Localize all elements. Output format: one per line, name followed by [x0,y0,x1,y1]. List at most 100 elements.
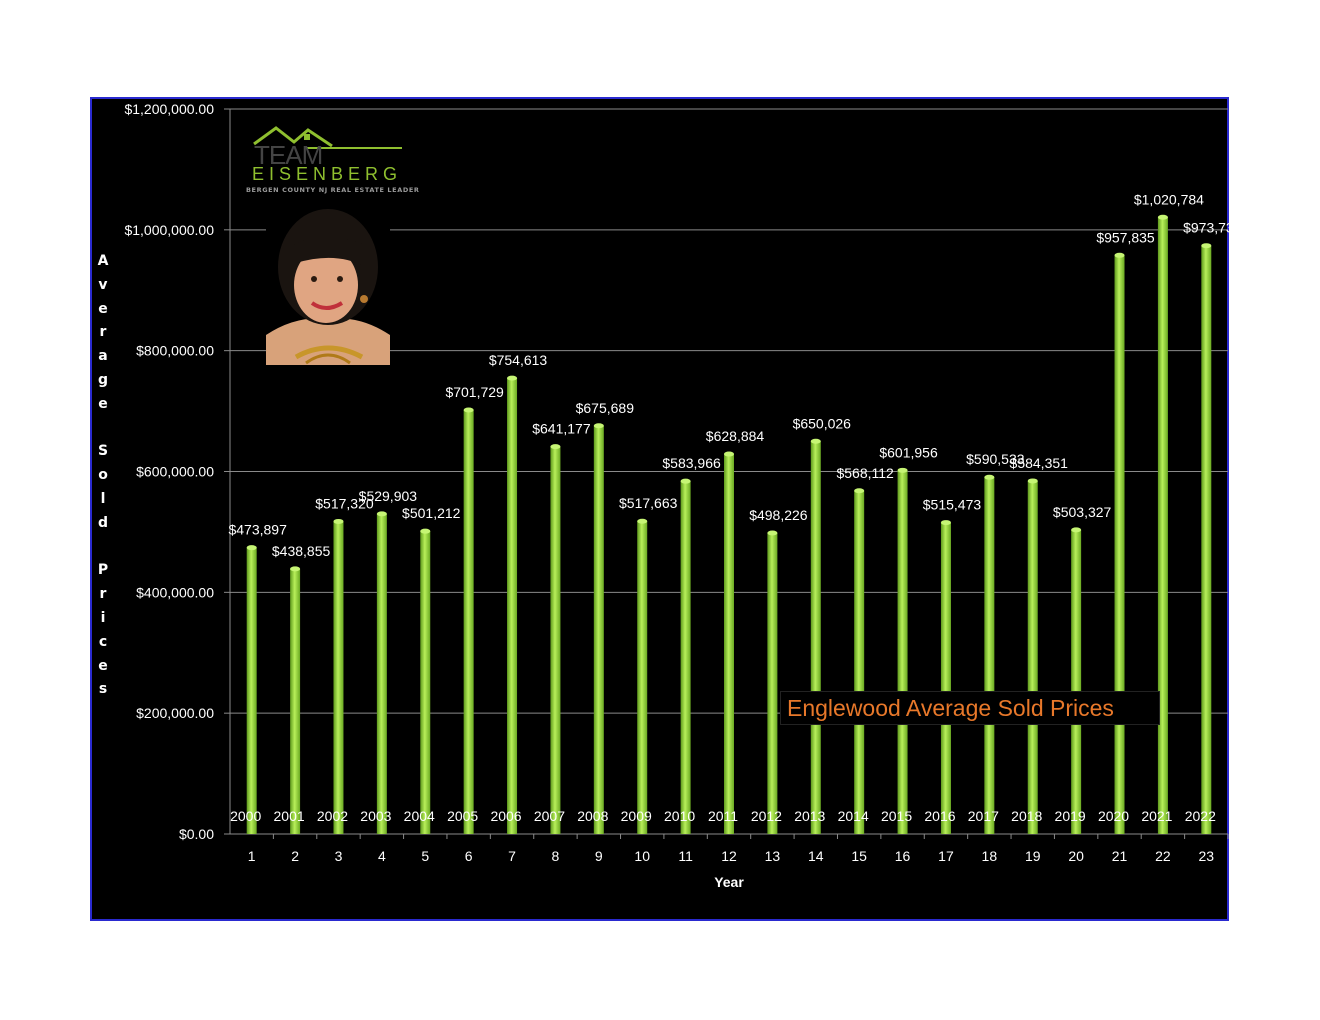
y-tick-label: $1,200,000.00 [124,101,214,117]
year-label: 2002 [317,808,348,824]
data-label: $754,613 [489,352,548,368]
year-label: 2016 [924,808,955,824]
x-tick-label: 10 [634,848,650,864]
data-label: $517,320 [315,495,374,511]
bar-cap [463,407,474,413]
bar-cap [1071,527,1082,533]
bar [897,470,908,834]
x-tick-label: 12 [721,848,737,864]
year-label: 2022 [1185,808,1216,824]
y-axis-label-char [92,536,114,560]
data-label: $568,112 [836,465,894,481]
x-tick-label: 22 [1155,848,1171,864]
year-label: 2014 [838,808,869,824]
y-axis-label-char: d [97,514,109,531]
year-label: 2007 [534,808,565,824]
bar-cap [1201,243,1212,249]
bar [420,531,431,834]
y-tick-label: $0.00 [179,826,214,842]
y-tick-label: $400,000.00 [136,584,214,600]
bar [376,513,387,834]
data-label: $584,351 [1010,455,1069,471]
bar-cap [724,451,734,457]
y-axis-label-char: o [98,467,108,484]
y-axis-label-char: P [97,562,109,579]
data-label: $628,884 [706,428,765,444]
data-label: $438,855 [272,543,331,559]
year-label: 2001 [274,808,305,824]
year-label: 2019 [1055,808,1086,824]
y-axis-label-char: a [98,348,108,365]
year-label: 2008 [577,808,608,824]
bar-cap [1114,252,1125,258]
bar [1157,217,1168,834]
x-tick-label: 23 [1199,848,1215,864]
x-tick-label: 20 [1068,848,1084,864]
year-label: 2017 [968,808,999,824]
year-label: 2006 [490,808,521,824]
bar-cap [854,488,865,494]
bar [767,532,778,834]
year-label: 2015 [881,808,912,824]
bar-cap [550,444,561,450]
x-tick-label: 9 [595,848,603,864]
year-label: 2012 [751,808,782,824]
y-axis-label-char: e [98,395,108,412]
bar-cap [333,518,344,524]
bar [984,477,995,834]
year-label: 2004 [404,808,435,824]
data-label: $601,956 [879,444,938,460]
y-axis-label-char [92,417,114,441]
bar [463,410,474,834]
x-tick-label: 7 [508,848,516,864]
chart-title: Englewood Average Sold Prices [780,691,1160,725]
x-tick-label: 21 [1112,848,1128,864]
bar [333,521,344,834]
logo-team-text: TEAM [254,140,323,170]
bar [550,446,561,834]
bar [593,425,604,834]
y-axis-label-char: A [97,253,109,269]
data-label: $701,729 [445,384,504,400]
y-axis-label-char: g [97,371,109,388]
x-tick-label: 1 [248,848,256,864]
y-axis-label-char: v [98,276,108,293]
year-label: 2005 [447,808,478,824]
bar-cap [290,566,301,572]
x-tick-label: 13 [765,848,781,864]
year-label: 2018 [1011,808,1042,824]
year-label: 2013 [794,808,825,824]
logo-name-text: EISENBERG [252,164,403,184]
x-tick-label: 19 [1025,848,1041,864]
bar [810,441,821,834]
bar-cap [1157,214,1168,220]
data-label: $503,327 [1053,504,1112,520]
x-tick-label: 3 [335,848,343,864]
bar [940,522,951,834]
bar-cap [984,474,995,480]
bar [1027,480,1038,834]
y-axis-label-char: S [97,443,109,460]
bar [637,521,648,834]
data-label: $675,689 [576,400,635,416]
data-label: $583,966 [662,455,721,471]
y-tick-label: $1,000,000.00 [124,222,214,238]
bar-cap [810,438,821,444]
house-roof-icon [253,126,402,149]
year-label: 2003 [360,808,391,824]
x-tick-label: 5 [421,848,429,864]
bar-cap [593,423,604,429]
agent-portrait [266,207,390,365]
data-label: $517,663 [619,495,678,511]
data-label: $1,020,784 [1134,191,1204,207]
bar [854,490,865,834]
bar [1071,529,1082,834]
y-axis-label-char: e [98,657,108,674]
bar [290,568,301,834]
data-label: $957,835 [1096,229,1155,245]
x-tick-label: 16 [895,848,911,864]
x-tick-label: 17 [938,848,954,864]
bar-cap [680,478,691,484]
bar-cap [507,375,518,381]
